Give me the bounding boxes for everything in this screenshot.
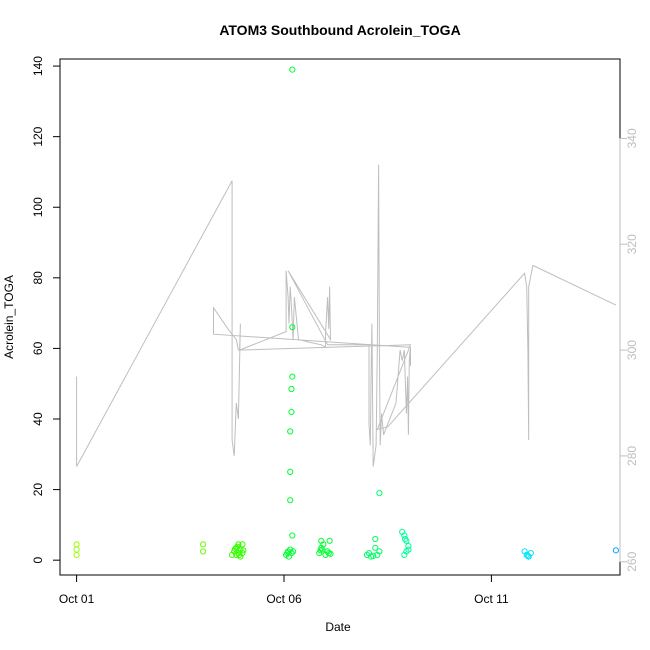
data-point [318,537,325,544]
data-point [287,497,294,504]
data-point [290,548,297,555]
plot-frame [59,58,621,576]
data-point [524,552,532,560]
secondary-line-series [76,164,617,467]
y2-tick-label: 260 [625,551,639,571]
chart-title: ATOM3 Southbound Acrolein_TOGA [219,22,460,38]
scatter-points [73,66,620,560]
y-axis-right: 260 280 300 320 340 [619,128,639,572]
x-tick-label: Oct 01 [59,592,95,606]
y2-tick-label: 340 [625,128,639,148]
y2-tick-label: 300 [625,340,639,360]
x-axis: Oct 01 Oct 06 Oct 11 [59,574,509,606]
y-tick-label: 0 [31,557,45,564]
data-point [401,532,408,539]
data-point [317,547,324,554]
data-point [73,541,80,548]
data-point [289,373,296,380]
data-point [73,551,80,559]
y-tick-label: 60 [31,341,45,355]
data-point [288,385,295,393]
y-axis-left: 0 20 40 60 80 100 120 140 [31,56,61,564]
data-point [236,551,243,559]
data-point [73,546,80,553]
y2-tick-label: 280 [625,446,639,466]
data-point [326,537,333,544]
secondary-line [76,164,617,467]
y-tick-label: 120 [31,126,45,146]
data-point [289,324,296,331]
data-point [370,552,377,560]
data-point [288,408,295,415]
y-tick-label: 80 [31,271,45,285]
data-point [200,548,207,555]
x-tick-label: Oct 11 [474,592,509,606]
x-axis-label: Date [325,620,351,634]
data-point [376,548,383,555]
data-point [372,544,379,551]
y2-tick-label: 320 [625,234,639,254]
data-point [401,551,408,559]
data-point [376,490,383,497]
data-point [240,547,247,554]
data-point [288,550,295,557]
data-point [237,553,244,560]
y-tick-label: 140 [31,56,45,76]
data-point [327,550,334,557]
x-tick-label: Oct 06 [266,592,302,606]
data-point [239,541,246,548]
data-point [405,543,412,550]
data-point [287,468,294,475]
data-point [372,535,379,543]
data-point [289,66,296,73]
y-axis-label: Acrolein_TOGA [2,275,16,359]
data-point [200,541,207,548]
data-point [402,535,409,543]
data-point [612,547,620,554]
data-point [287,428,294,435]
y-tick-label: 20 [31,483,45,497]
data-point [289,532,296,539]
y-tick-label: 100 [31,197,45,217]
y-tick-label: 40 [31,412,45,426]
data-point [232,545,239,553]
data-point [405,546,412,553]
